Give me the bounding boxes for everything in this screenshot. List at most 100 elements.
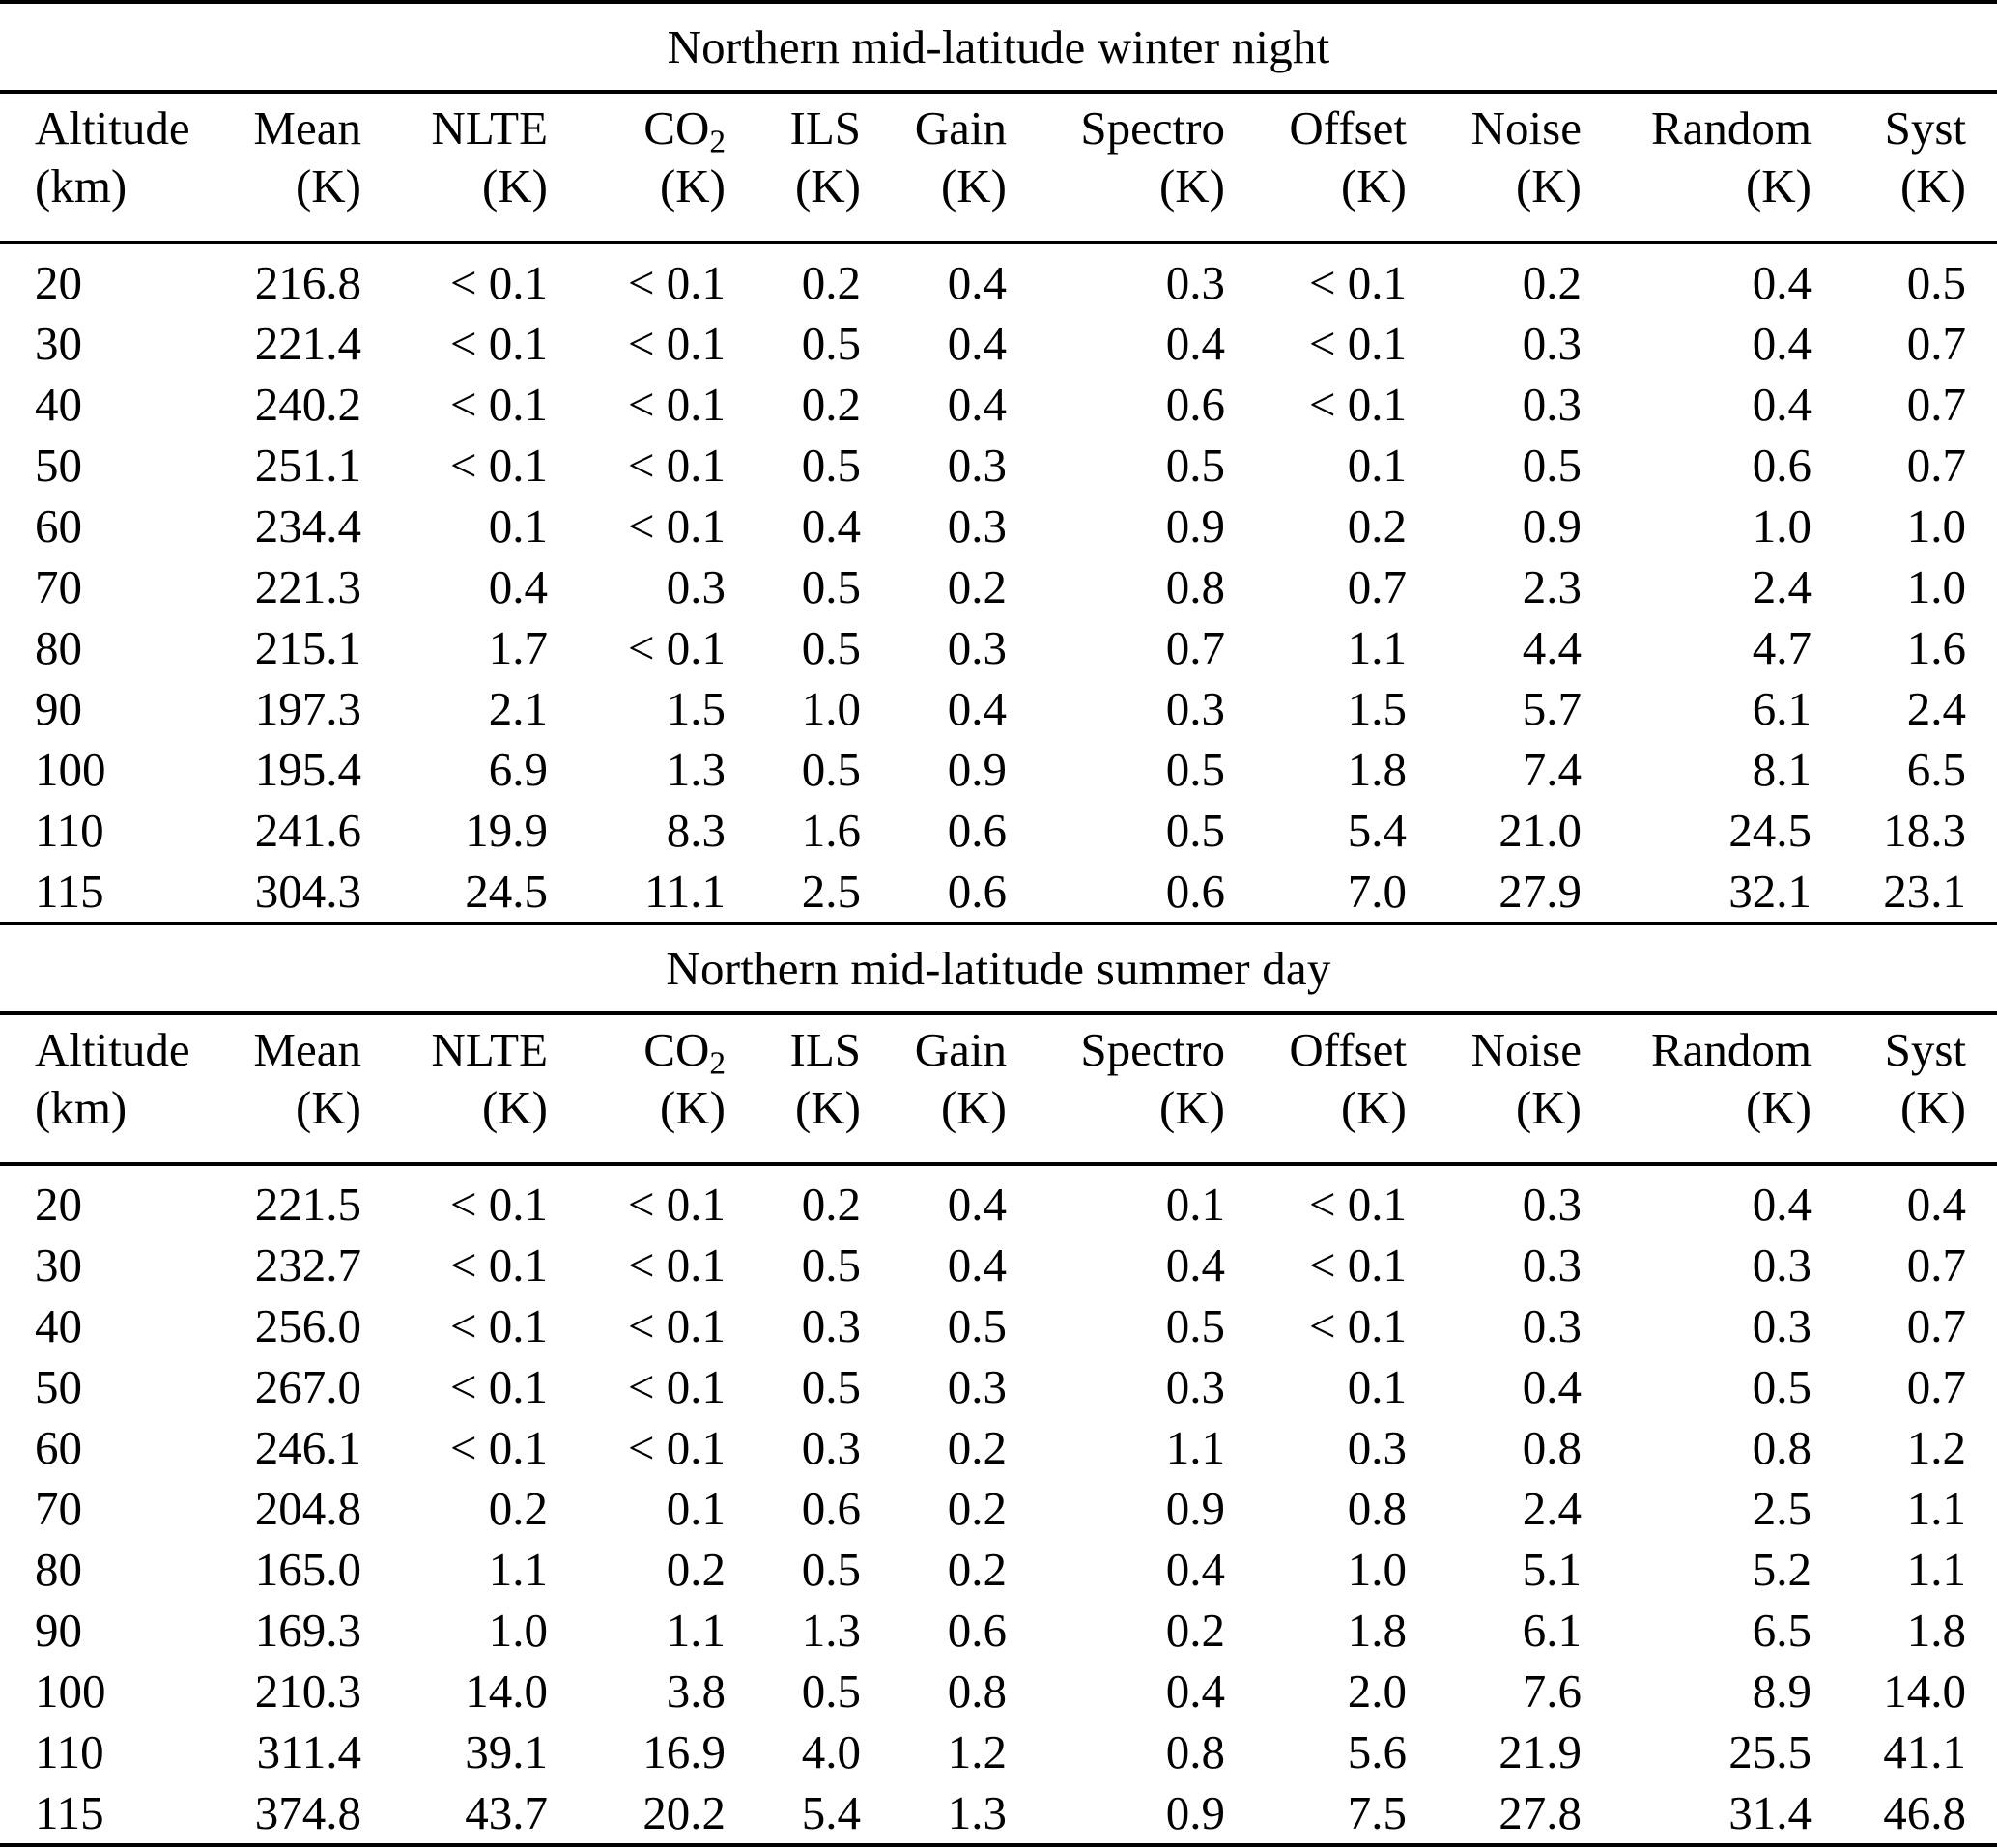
col-unit-noise: (K) bbox=[1515, 1081, 1582, 1134]
col-unit-random: (K) bbox=[1745, 159, 1812, 213]
cell-offset: < 0.1 bbox=[1308, 1238, 1407, 1292]
cell-nlte: 1.0 bbox=[488, 1604, 548, 1657]
table-row: 20 221.5 < 0.1 < 0.1 0.2 0.4 0.1 < 0.1 0.3 0.4 0.4 bbox=[0, 1164, 1997, 1235]
col-unit-nlte: (K) bbox=[481, 159, 548, 213]
cell-altitude: 100 bbox=[35, 743, 106, 796]
cell-noise: 6.1 bbox=[1522, 1604, 1582, 1657]
cell-spectro: 0.4 bbox=[1165, 1664, 1225, 1718]
cell-mean: 246.1 bbox=[254, 1421, 361, 1474]
cell-random: 0.4 bbox=[1752, 1178, 1812, 1231]
table-row: 90 197.3 2.1 1.5 1.0 0.4 0.3 1.5 5.7 6.1 2.4 bbox=[0, 678, 1997, 739]
col-header-co2: CO2 bbox=[643, 101, 726, 160]
cell-spectro: 0.4 bbox=[1165, 317, 1225, 370]
table-row: 100 195.4 6.9 1.3 0.5 0.9 0.5 1.8 7.4 8.1 6.5 bbox=[0, 739, 1997, 800]
table-row: 50 267.0 < 0.1 < 0.1 0.5 0.3 0.3 0.1 0.4 0.5 0.7 bbox=[0, 1356, 1997, 1417]
cell-mean: 221.4 bbox=[254, 317, 361, 370]
cell-mean: 221.3 bbox=[254, 560, 361, 613]
winter-table-header: Altitude Mean NLTE CO2 ILS Gain Spectro Offset N… bbox=[0, 94, 1997, 242]
cell-syst: 2.4 bbox=[1906, 682, 1966, 735]
cell-gain: 0.3 bbox=[947, 499, 1007, 553]
cell-syst: 0.7 bbox=[1906, 317, 1966, 370]
cell-nlte: < 0.1 bbox=[449, 1178, 548, 1231]
cell-gain: 0.2 bbox=[947, 560, 1007, 613]
cell-mean: 240.2 bbox=[254, 378, 361, 431]
cell-ils: 0.2 bbox=[801, 1178, 861, 1231]
cell-noise: 2.4 bbox=[1522, 1482, 1582, 1535]
col-header-ils: ILS bbox=[789, 101, 862, 155]
winter-table-body: 20 216.8 < 0.1 < 0.1 0.2 0.4 0.3 < 0.1 0.2 0.4 0.5… bbox=[0, 242, 1997, 922]
table-row: 20 216.8 < 0.1 < 0.1 0.2 0.4 0.3 < 0.1 0.2 0.4 0.5 bbox=[0, 242, 1997, 313]
cell-offset: 5.4 bbox=[1347, 804, 1407, 857]
cell-spectro: 0.8 bbox=[1165, 1725, 1225, 1778]
cell-mean: 210.3 bbox=[254, 1664, 361, 1718]
col-header-ils: ILS bbox=[789, 1023, 862, 1076]
cell-nlte: < 0.1 bbox=[449, 1421, 548, 1474]
cell-noise: 27.8 bbox=[1498, 1786, 1582, 1839]
cell-ils: 0.2 bbox=[801, 256, 861, 309]
cell-ils: 4.0 bbox=[801, 1725, 861, 1778]
cell-nlte: 0.2 bbox=[488, 1482, 548, 1535]
cell-ils: 0.5 bbox=[801, 560, 861, 613]
cell-offset: < 0.1 bbox=[1308, 1299, 1407, 1352]
cell-spectro: 0.9 bbox=[1165, 1786, 1225, 1839]
col-unit-ils: (K) bbox=[794, 1081, 861, 1134]
col-header-altitude: Altitude bbox=[35, 1023, 190, 1076]
cell-co2: < 0.1 bbox=[627, 439, 726, 492]
cell-syst: 0.7 bbox=[1906, 1238, 1966, 1292]
top-rule bbox=[0, 0, 1997, 4]
table-row: 40 240.2 < 0.1 < 0.1 0.2 0.4 0.6 < 0.1 0.3 0.4 0.7 bbox=[0, 374, 1997, 435]
col-header-random: Random bbox=[1650, 1023, 1812, 1076]
table-row: 30 232.7 < 0.1 < 0.1 0.5 0.4 0.4 < 0.1 0.3 0.3 0.7 bbox=[0, 1235, 1997, 1295]
cell-random: 32.1 bbox=[1728, 865, 1812, 918]
cell-spectro: 0.4 bbox=[1165, 1543, 1225, 1596]
cell-spectro: 0.3 bbox=[1165, 1360, 1225, 1413]
cell-random: 0.5 bbox=[1752, 1360, 1812, 1413]
cell-random: 25.5 bbox=[1728, 1725, 1812, 1778]
cell-ils: 5.4 bbox=[801, 1786, 861, 1839]
cell-co2: < 0.1 bbox=[627, 256, 726, 309]
cell-nlte: < 0.1 bbox=[449, 256, 548, 309]
cell-noise: 0.5 bbox=[1522, 439, 1582, 492]
cell-random: 0.3 bbox=[1752, 1238, 1812, 1292]
col-unit-co2: (K) bbox=[659, 1081, 726, 1134]
title-rule-winter bbox=[0, 90, 1997, 94]
cell-altitude: 40 bbox=[35, 378, 82, 431]
cell-spectro: 0.9 bbox=[1165, 499, 1225, 553]
cell-offset: < 0.1 bbox=[1308, 378, 1407, 431]
cell-random: 24.5 bbox=[1728, 804, 1812, 857]
winter-night-table: Altitude Mean NLTE CO2 ILS Gain Spectro Offset N… bbox=[0, 94, 1997, 922]
col-unit-noise: (K) bbox=[1515, 159, 1582, 213]
cell-altitude: 115 bbox=[35, 1786, 104, 1839]
summer-table-body: 20 221.5 < 0.1 < 0.1 0.2 0.4 0.1 < 0.1 0.3 0.4 0.4… bbox=[0, 1164, 1997, 1843]
cell-noise: 0.3 bbox=[1522, 378, 1582, 431]
cell-co2: < 0.1 bbox=[627, 1421, 726, 1474]
cell-mean: 197.3 bbox=[254, 682, 361, 735]
cell-offset: 0.2 bbox=[1347, 499, 1407, 553]
cell-altitude: 110 bbox=[35, 1725, 104, 1778]
cell-mean: 241.6 bbox=[254, 804, 361, 857]
cell-altitude: 60 bbox=[35, 1421, 82, 1474]
cell-gain: 0.2 bbox=[947, 1421, 1007, 1474]
cell-altitude: 40 bbox=[35, 1299, 82, 1352]
cell-random: 6.5 bbox=[1752, 1604, 1812, 1657]
cell-ils: 1.3 bbox=[801, 1604, 861, 1657]
section-title-winter-night: Northern mid-latitude winter night bbox=[667, 20, 1330, 73]
bottom-rule bbox=[0, 1843, 1997, 1847]
cell-syst: 0.7 bbox=[1906, 1299, 1966, 1352]
cell-random: 0.4 bbox=[1752, 317, 1812, 370]
cell-gain: 0.6 bbox=[947, 865, 1007, 918]
cell-gain: 0.3 bbox=[947, 621, 1007, 674]
cell-offset: 1.8 bbox=[1347, 1604, 1407, 1657]
cell-mean: 267.0 bbox=[254, 1360, 361, 1413]
col-header-syst: Syst bbox=[1884, 101, 1966, 155]
cell-gain: 0.3 bbox=[947, 439, 1007, 492]
table-row: 80 165.0 1.1 0.2 0.5 0.2 0.4 1.0 5.1 5.2 1.1 bbox=[0, 1539, 1997, 1600]
cell-ils: 0.5 bbox=[801, 1238, 861, 1292]
col-unit-mean: (K) bbox=[295, 159, 361, 213]
cell-gain: 0.2 bbox=[947, 1543, 1007, 1596]
cell-spectro: 0.4 bbox=[1165, 1238, 1225, 1292]
cell-nlte: 0.4 bbox=[488, 560, 548, 613]
cell-mean: 251.1 bbox=[254, 439, 361, 492]
table-row: 60 246.1 < 0.1 < 0.1 0.3 0.2 1.1 0.3 0.8 0.8 1.2 bbox=[0, 1417, 1997, 1478]
col-unit-spectro: (K) bbox=[1158, 159, 1225, 213]
